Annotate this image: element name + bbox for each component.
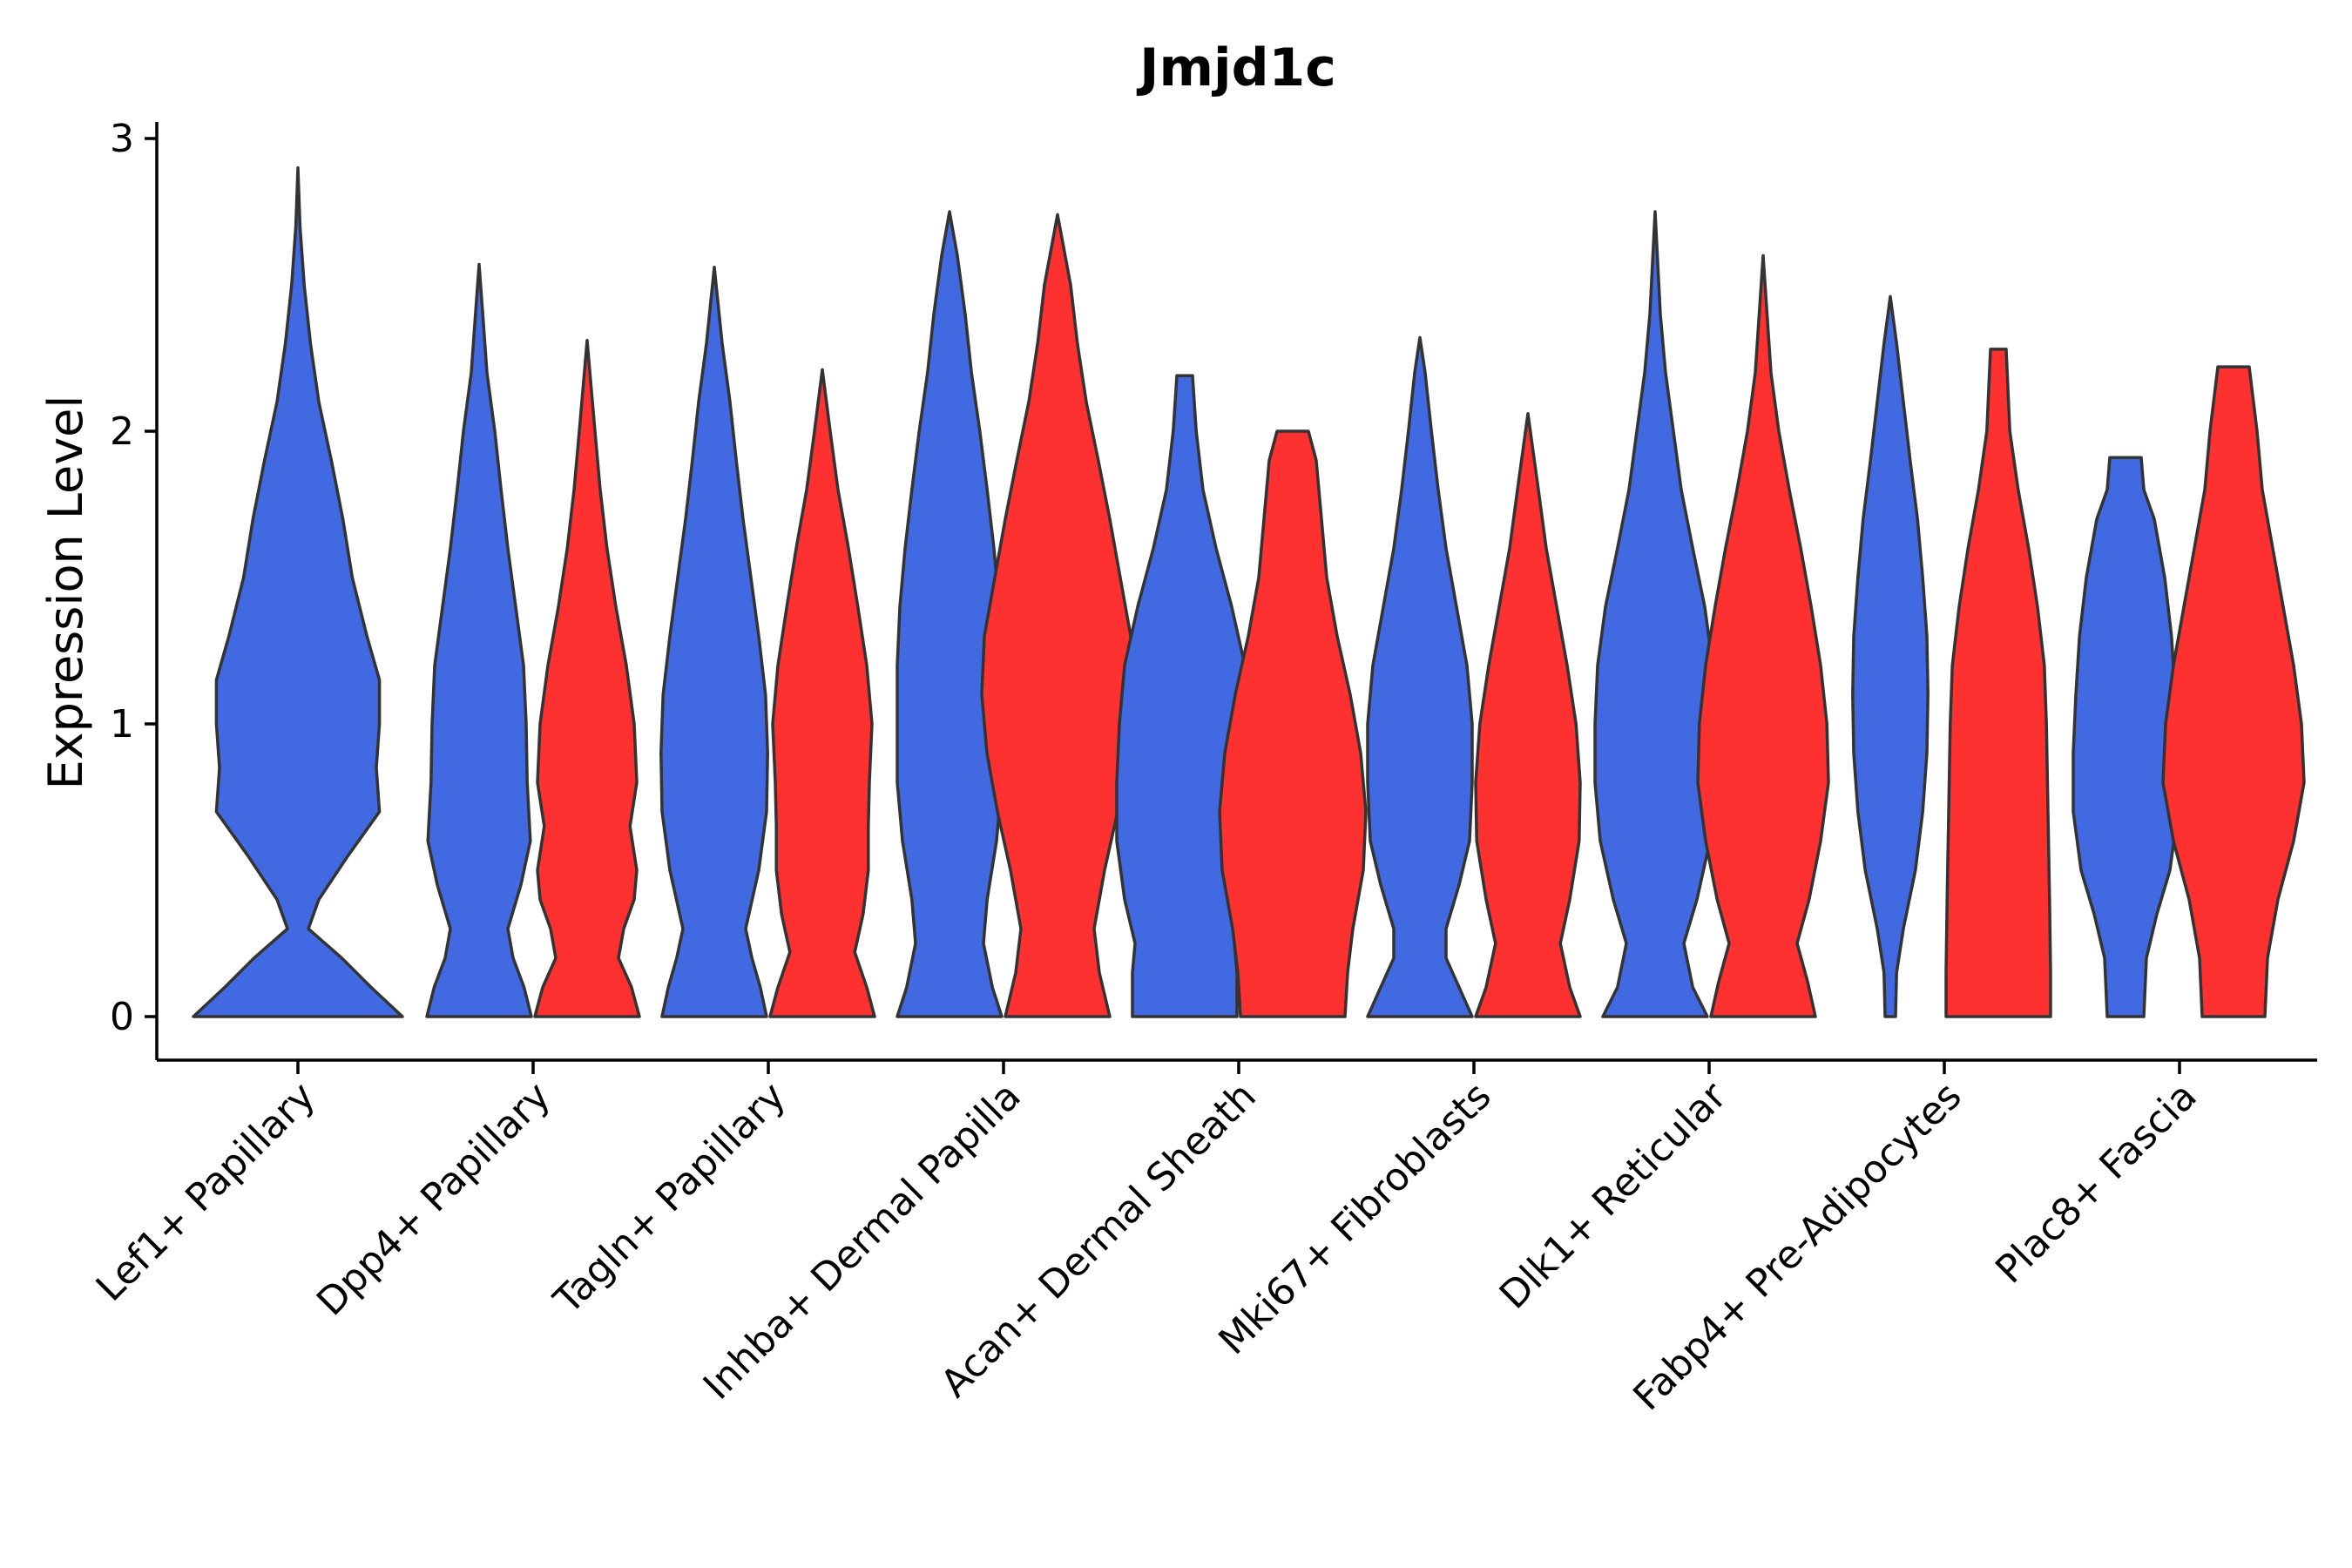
y-tick-label: 2 — [110, 409, 134, 454]
violin-8-group-a — [1851, 294, 1930, 1018]
y-axis-label: Expression Level — [38, 395, 93, 790]
violin-3-group-b — [768, 368, 876, 1018]
violin-9-group-b — [2161, 365, 2306, 1018]
violin-6-group-a — [1366, 335, 1474, 1018]
violin-2-group-a — [425, 262, 533, 1018]
violin-3-group-a — [659, 266, 769, 1018]
chart-title: Jmjd1c — [1136, 37, 1336, 98]
violin-5-group-b — [1218, 429, 1368, 1018]
x-tick-label: Tagln+ Papillary — [545, 1074, 794, 1323]
y-tick-label: 0 — [110, 995, 134, 1039]
y-tick-label: 1 — [110, 702, 134, 747]
violin-9-group-a — [2072, 456, 2180, 1018]
violin-8-group-b — [1944, 348, 2052, 1018]
x-tick-label: Dlk1+ Reticular — [1491, 1073, 1736, 1318]
violins-layer — [192, 166, 2306, 1018]
violin-7-group-b — [1696, 253, 1830, 1018]
y-tick-label: 3 — [110, 117, 134, 161]
violin-4-group-b — [980, 213, 1135, 1018]
violin-7-group-a — [1593, 210, 1717, 1018]
x-tick-label: Mki67+ Fibroblasts — [1210, 1074, 1499, 1363]
violin-1-group-a — [192, 166, 404, 1018]
violin-4-group-a — [896, 210, 1004, 1018]
x-tick-label: Lef1+ Papillary — [88, 1074, 324, 1310]
violin-2-group-b — [533, 339, 641, 1018]
x-tick-label: Dpp4+ Papillary — [308, 1074, 559, 1325]
x-tick-label: Plac8+ Fascia — [1987, 1074, 2206, 1293]
violin-6-group-b — [1474, 412, 1582, 1018]
